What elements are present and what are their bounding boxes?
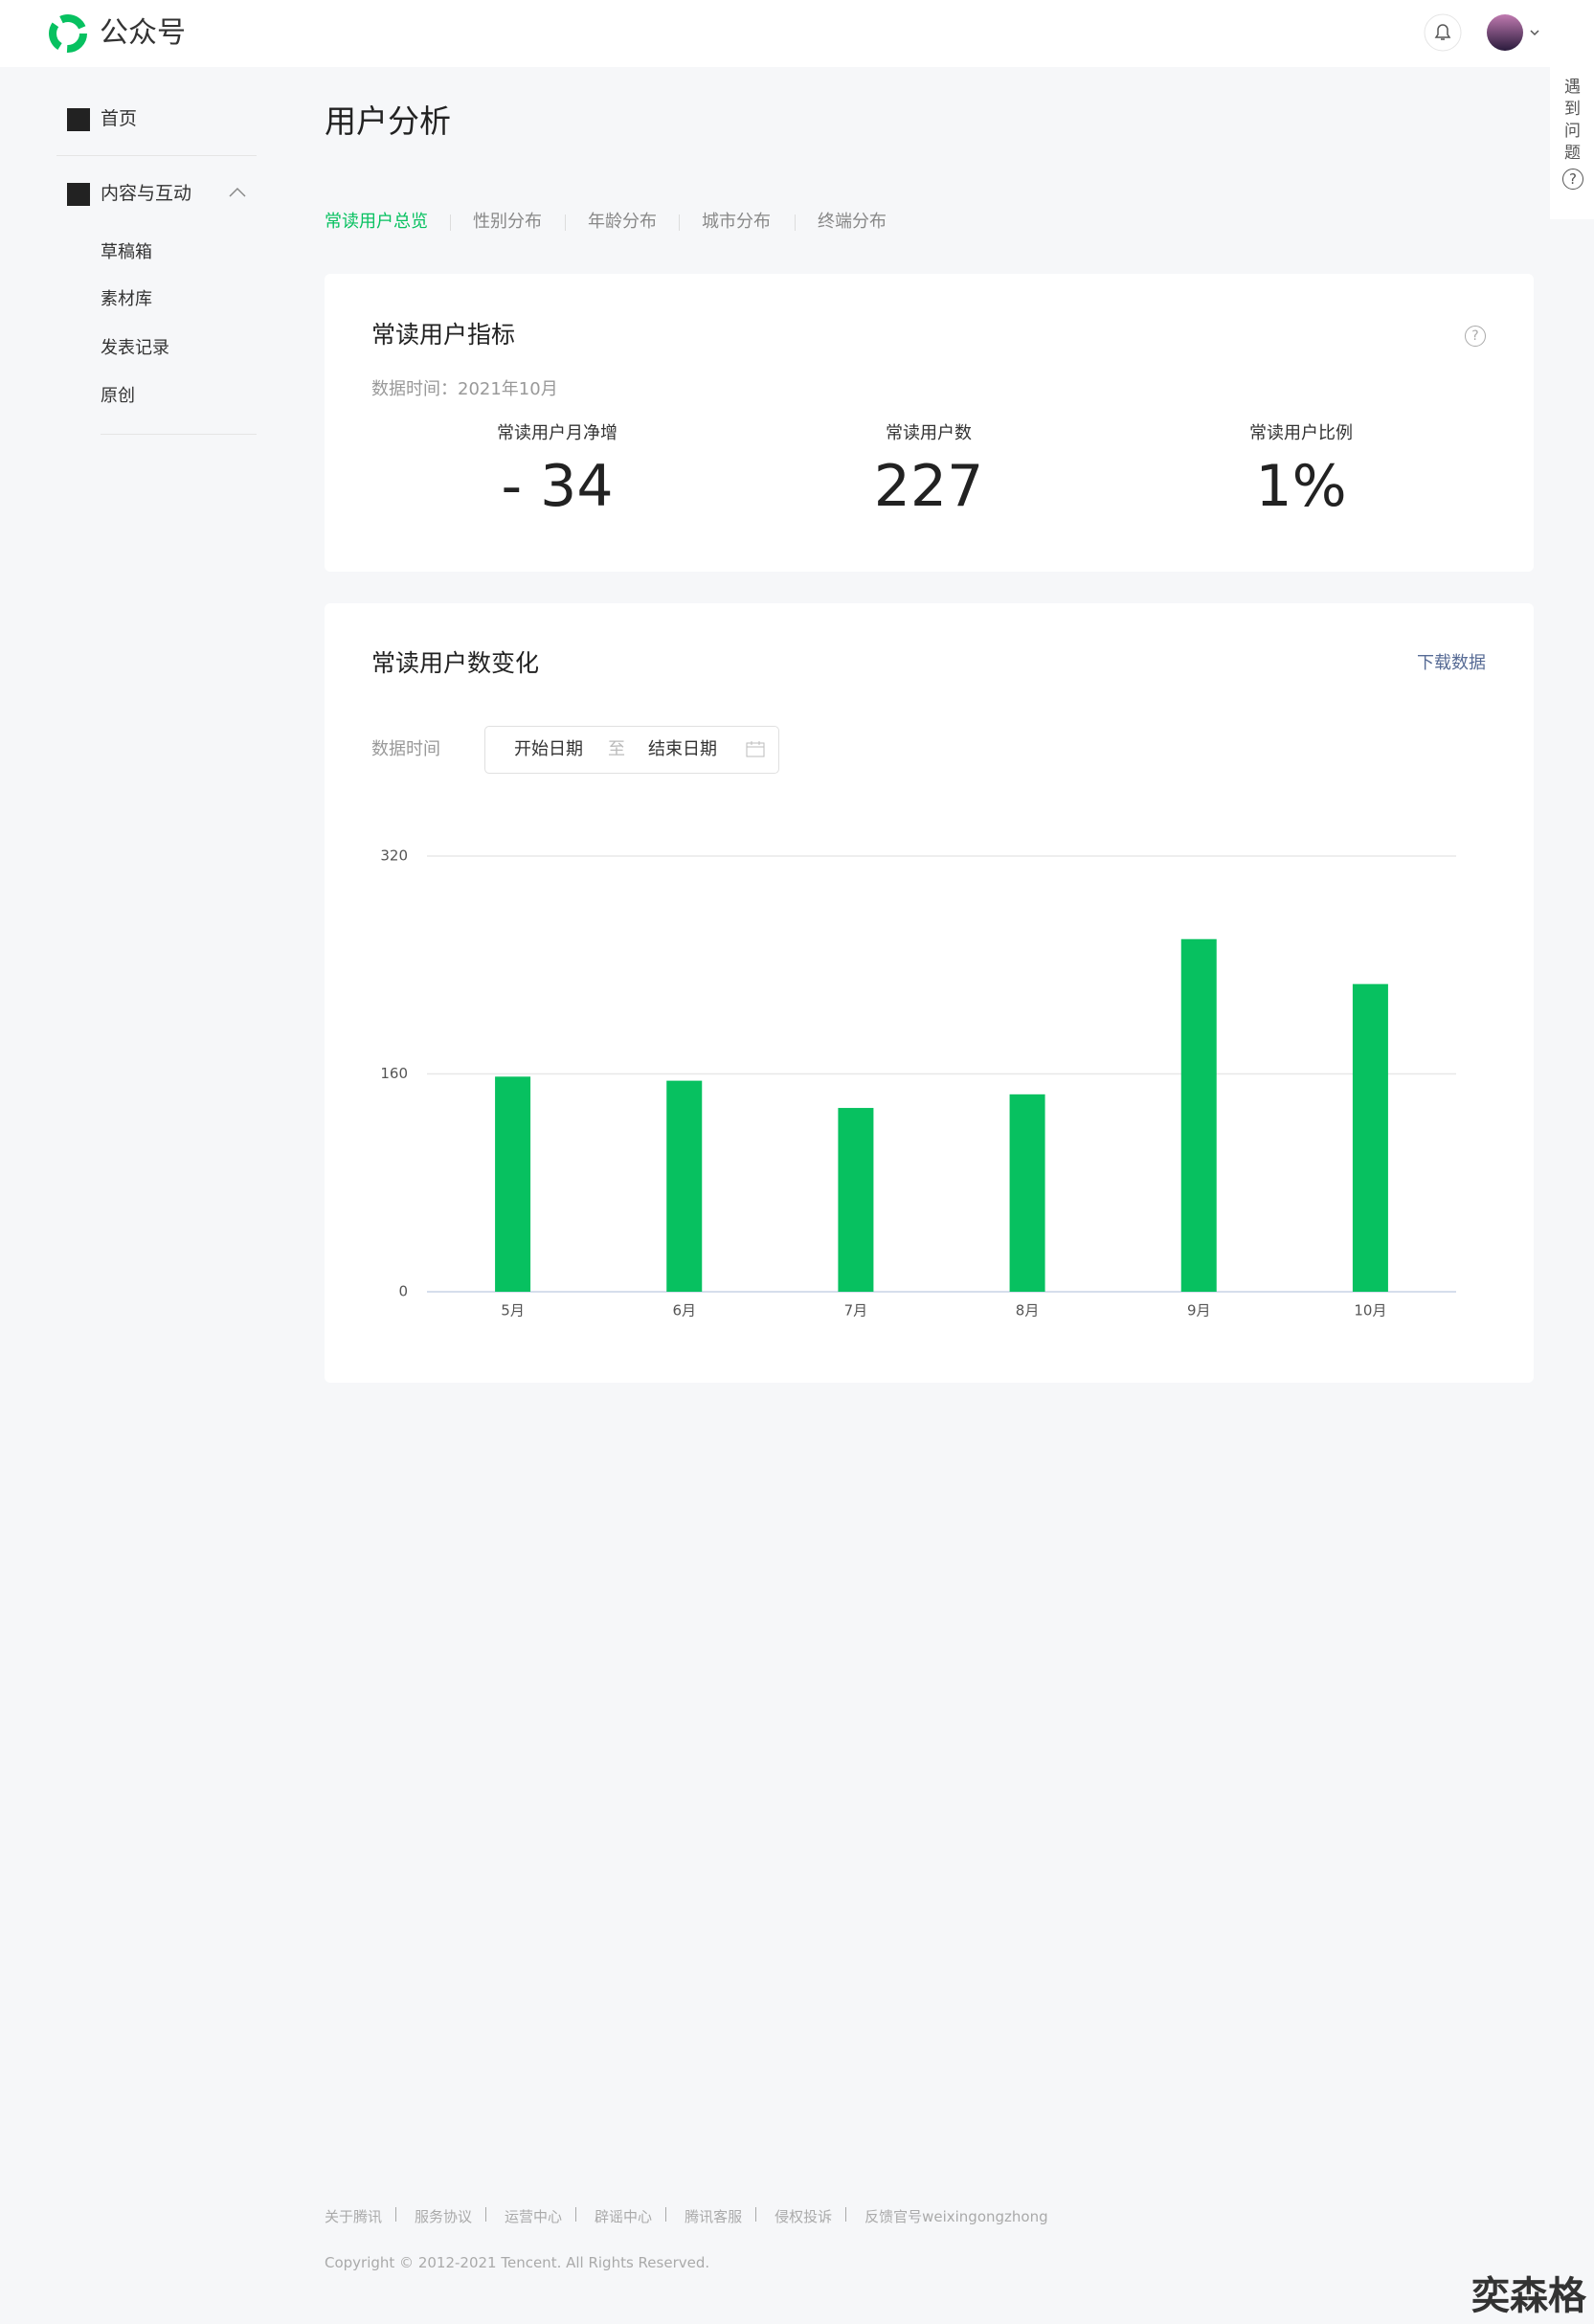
footer-link[interactable]: 辟谣中心 <box>595 2208 653 2225</box>
help-icon[interactable]: ? <box>1562 169 1583 190</box>
x-tick-label: 7月 <box>844 1302 868 1320</box>
tab-separator <box>679 214 680 231</box>
x-tick-label: 8月 <box>1016 1302 1040 1320</box>
brand[interactable]: 公众号 <box>100 16 186 50</box>
help-panel[interactable] <box>1550 67 1594 219</box>
top-bar <box>0 0 1594 67</box>
divider <box>56 155 257 156</box>
bar <box>1180 938 1217 1292</box>
help-icon[interactable]: ? <box>1465 326 1486 347</box>
x-tick-label: 6月 <box>672 1302 696 1320</box>
y-tick-label: 0 <box>398 1283 408 1300</box>
watermark: 奕森格 <box>1471 2274 1586 2318</box>
metrics-card <box>325 274 1534 572</box>
bar <box>1352 983 1388 1292</box>
collapse-chevron[interactable] <box>228 186 247 199</box>
copyright: Copyright © 2012-2021 Tencent. All Right… <box>325 2254 710 2271</box>
metric-label: 常读用户比例 <box>1249 423 1353 443</box>
tab-separator <box>795 214 796 231</box>
tab-separator <box>565 214 566 231</box>
tab[interactable]: 常读用户总览 <box>325 212 428 232</box>
nav-icon <box>67 183 90 206</box>
metric-label: 常读用户月净增 <box>497 423 617 443</box>
date-label: 数据时间 <box>371 739 440 759</box>
tab[interactable]: 年龄分布 <box>588 212 657 232</box>
bar <box>666 1080 703 1292</box>
avatar[interactable] <box>1484 13 1541 52</box>
bar <box>1009 1094 1045 1292</box>
nav-group[interactable]: 内容与互动 <box>101 183 192 204</box>
y-tick-label: 160 <box>380 1065 408 1082</box>
footer-separator <box>575 2207 577 2222</box>
footer-link[interactable]: 侵权投诉 <box>775 2208 833 2225</box>
x-tick-label: 9月 <box>1187 1302 1211 1320</box>
bar <box>495 1076 531 1292</box>
page-title: 用户分析 <box>325 102 451 140</box>
nav-item[interactable]: 发表记录 <box>101 338 169 358</box>
card-title: 常读用户指标 <box>371 321 516 349</box>
footer-link[interactable]: 关于腾讯 <box>325 2208 383 2225</box>
metric-value: - 34 <box>501 453 614 520</box>
footer-separator <box>395 2207 397 2222</box>
tab[interactable]: 性别分布 <box>473 212 542 232</box>
metric-label: 常读用户数 <box>886 423 972 443</box>
nav-icon <box>67 108 90 131</box>
tab[interactable]: 终端分布 <box>818 212 887 232</box>
tab[interactable]: 城市分布 <box>702 212 771 232</box>
footer-separator <box>665 2207 667 2222</box>
footer-separator <box>755 2207 757 2222</box>
x-tick-label: 10月 <box>1354 1302 1386 1320</box>
footer-link[interactable]: 腾讯客服 <box>685 2208 743 2225</box>
start-date[interactable]: 开始日期 <box>514 739 583 759</box>
divider <box>101 434 257 435</box>
end-date[interactable]: 结束日期 <box>648 739 717 759</box>
card-title: 常读用户数变化 <box>371 649 540 677</box>
logo[interactable] <box>46 11 90 56</box>
y-tick-label: 320 <box>380 847 408 865</box>
footer-separator <box>485 2207 487 2222</box>
x-tick-label: 5月 <box>501 1302 525 1320</box>
nav-item[interactable]: 草稿箱 <box>101 242 152 262</box>
footer-separator <box>845 2207 847 2222</box>
nav-item[interactable]: 素材库 <box>101 289 152 309</box>
date-range-input[interactable] <box>484 726 779 774</box>
help-label[interactable]: 遇到问题 <box>1564 78 1581 163</box>
notification-bell[interactable] <box>1424 13 1462 52</box>
bar <box>838 1108 874 1292</box>
download-link[interactable]: 下载数据 <box>1417 653 1486 673</box>
nav-home[interactable]: 首页 <box>101 108 138 129</box>
footer-link[interactable]: 服务协议 <box>415 2208 473 2225</box>
metric-value: 227 <box>873 453 984 520</box>
footer-link[interactable]: 运营中心 <box>505 2208 563 2225</box>
tab-separator <box>450 214 451 231</box>
calendar-icon[interactable] <box>746 740 765 757</box>
nav-item[interactable]: 原创 <box>101 386 135 406</box>
date-line: 数据时间：2021年10月 <box>371 379 558 399</box>
metric-value: 1% <box>1255 453 1347 520</box>
footer-link[interactable]: 反馈官号weixingongzhong <box>864 2208 1048 2225</box>
range-separator: 至 <box>608 739 625 759</box>
bar-chart: 0 160 320 5月 6月 7月 8月 9月 10月 <box>380 847 1456 1320</box>
